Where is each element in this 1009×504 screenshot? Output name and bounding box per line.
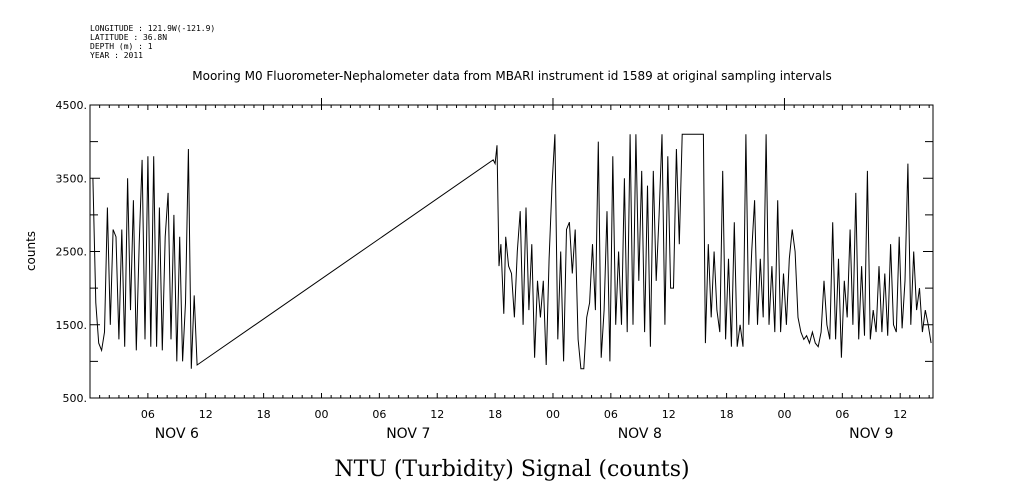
chart-title: Mooring M0 Fluorometer-Nephalometer data… [192, 69, 832, 83]
x-tick-label: 18 [488, 408, 502, 421]
x-tick-label: 06 [372, 408, 386, 421]
x-tick-label: 12 [662, 408, 676, 421]
day-label: NOV 7 [386, 426, 430, 442]
x-tick-label: 06 [835, 408, 849, 421]
day-label: NOV 6 [155, 426, 199, 442]
x-tick-label: 12 [199, 408, 213, 421]
x-tick-label: 12 [430, 408, 444, 421]
ntu-series-line [92, 133, 932, 370]
x-tick-label: 00 [314, 408, 328, 421]
y-tick-label: 1500. [56, 319, 88, 332]
x-tick-label: 00 [777, 408, 791, 421]
y-tick-label: 4500. [56, 99, 88, 112]
series-group [92, 133, 932, 370]
latitude-label: LATITUDE : 36.8N [90, 33, 167, 42]
x-tick-label: 06 [604, 408, 618, 421]
y-tick-label: 2500. [56, 246, 88, 259]
footer-caption: NTU (Turbidity) Signal (counts) [334, 457, 689, 482]
day-labels: NOV 6 NOV 7 NOV 8 NOV 9 [155, 426, 894, 442]
longitude-label: LONGITUDE : 121.9W(-121.9) [90, 24, 215, 33]
y-tick-label: 3500. [56, 172, 88, 185]
y-axis-label: counts [24, 231, 38, 271]
depth-label: DEPTH (m) : 1 [90, 42, 153, 51]
x-tick-label: 18 [720, 408, 734, 421]
day-label: NOV 8 [618, 426, 662, 442]
x-tick-label: 00 [546, 408, 560, 421]
x-axis-tick-labels: 06 12 18 00 06 12 18 00 06 12 18 00 06 12 [141, 408, 907, 421]
plot-frame [89, 104, 934, 399]
x-tick-label: 12 [893, 408, 907, 421]
y-axis-tick-labels: 500. 1500. 2500. 3500. 4500. [56, 99, 88, 405]
year-label: YEAR : 2011 [90, 51, 143, 60]
day-label: NOV 9 [849, 426, 893, 442]
x-tick-label: 18 [257, 408, 271, 421]
y-tick-label: 500. [63, 392, 88, 405]
axis-ticks [90, 98, 933, 398]
x-tick-label: 06 [141, 408, 155, 421]
